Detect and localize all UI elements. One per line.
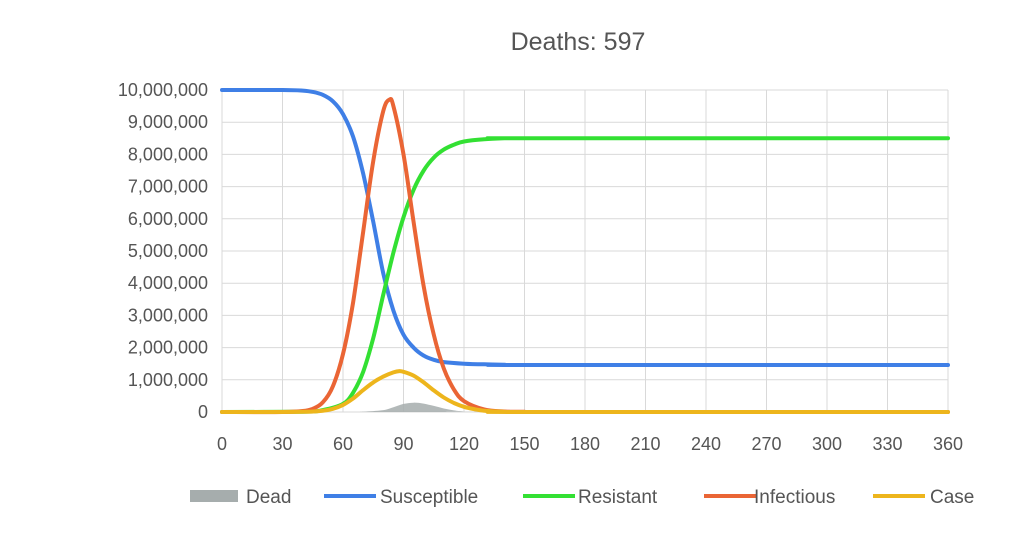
legend-label-case: Case [930, 487, 974, 508]
x-tick-label: 150 [509, 434, 539, 454]
y-tick-label: 3,000,000 [128, 305, 208, 325]
x-tick-label: 360 [933, 434, 963, 454]
series-line-case [220, 369, 950, 415]
series-area-dead [222, 402, 948, 413]
x-tick-label: 330 [872, 434, 902, 454]
x-tick-label: 30 [272, 434, 292, 454]
x-tick-label: 0 [217, 434, 227, 454]
x-tick-label: 270 [751, 434, 781, 454]
legend-swatch-dead [190, 490, 238, 502]
legend-label-susceptible: Susceptible [380, 487, 478, 508]
x-tick-label: 240 [691, 434, 721, 454]
legend: Dead Susceptible Resistant Infectious Case [190, 487, 974, 508]
y-tick-label: 10,000,000 [118, 80, 208, 100]
series-layer [220, 87, 950, 415]
y-tick-label: 6,000,000 [128, 209, 208, 229]
legend-label-dead: Dead [246, 487, 291, 508]
x-tick-label: 90 [393, 434, 413, 454]
legend-label-resistant: Resistant [578, 487, 658, 508]
axis-labels: 0 1,000,000 2,000,000 3,000,000 4,000,000 5,0… [118, 80, 963, 454]
y-tick-label: 2,000,000 [128, 338, 208, 358]
legend-label-infectious: Infectious [754, 487, 835, 508]
y-tick-label: 1,000,000 [128, 370, 208, 390]
y-tick-label: 9,000,000 [128, 112, 208, 132]
y-tick-label: 4,000,000 [128, 273, 208, 293]
chart-title: Deaths: 597 [511, 28, 646, 56]
y-tick-label: 8,000,000 [128, 144, 208, 164]
y-tick-label: 0 [198, 402, 208, 422]
x-tick-label: 180 [570, 434, 600, 454]
x-tick-label: 60 [333, 434, 353, 454]
y-tick-label: 7,000,000 [128, 177, 208, 197]
x-tick-label: 120 [449, 434, 479, 454]
y-tick-label: 5,000,000 [128, 241, 208, 261]
x-tick-label: 300 [812, 434, 842, 454]
series-line-susceptible [220, 87, 950, 368]
x-tick-label: 210 [630, 434, 660, 454]
